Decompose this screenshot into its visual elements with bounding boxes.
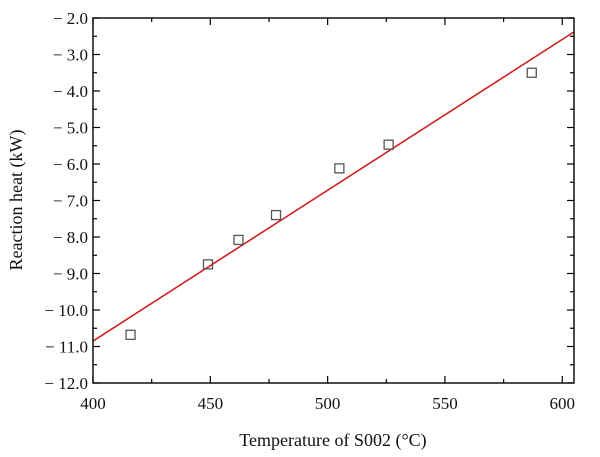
y-tick-label: − 12.0 [44, 374, 88, 393]
x-tick-label: 400 [80, 394, 106, 413]
y-tick-label: − 11.0 [45, 338, 88, 357]
ticks-layer: 400 450 500 550 600 − 2.0 − 3.0 − 4.0 − 5.0 − 6.0… [44, 9, 575, 413]
y-tick-label: − 6.0 [53, 155, 88, 174]
data-point [334, 163, 345, 174]
y-tick-label: − 5.0 [53, 119, 88, 138]
data-point [383, 139, 394, 150]
x-tick-label: 500 [315, 394, 341, 413]
y-tick-label: − 8.0 [53, 228, 88, 247]
y-tick-label: − 3.0 [53, 46, 88, 65]
data-point [526, 67, 537, 78]
x-tick-label: 550 [432, 394, 458, 413]
x-tick-label: 600 [550, 394, 576, 413]
fit-line [92, 31, 575, 342]
plot-frame [92, 17, 575, 384]
y-axis-title: Reaction heat (kW) [6, 130, 27, 271]
y-tick-label: − 4.0 [53, 82, 88, 101]
x-tick-label: 450 [198, 394, 224, 413]
data-point [202, 259, 214, 270]
y-tick-label: − 10.0 [44, 301, 88, 320]
x-axis-title: Temperature of S002 (°C) [239, 430, 426, 451]
data-point [125, 329, 136, 340]
fit-line-layer [92, 31, 575, 342]
data-point [233, 234, 244, 246]
y-tick-label: − 7.0 [53, 192, 88, 211]
y-tick-label: − 2.0 [53, 9, 88, 28]
data-point [270, 209, 282, 221]
y-tick-label: − 9.0 [53, 265, 88, 284]
points-layer [125, 67, 537, 340]
